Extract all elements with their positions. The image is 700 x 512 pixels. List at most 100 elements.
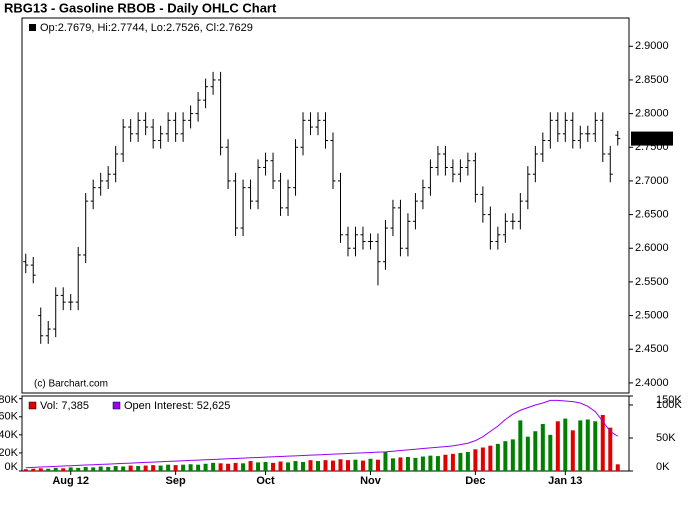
volume-bar <box>420 456 425 471</box>
y2-tick-label: 150K <box>656 394 682 406</box>
y-tick-label: 2.6000 <box>635 242 669 254</box>
x-tick-label: Jan 13 <box>548 475 582 487</box>
volume-bar <box>278 461 283 471</box>
volume-bar <box>211 462 216 471</box>
volume-bar <box>248 461 253 471</box>
volume-bar <box>428 455 433 471</box>
volume-bar <box>316 461 321 471</box>
open-interest-line <box>25 399 619 469</box>
x-tick-label: Dec <box>465 475 485 487</box>
y-tick-label: 80K <box>0 394 19 406</box>
volume-bar <box>226 463 231 471</box>
volume-bar <box>488 445 493 471</box>
x-tick-label: Sep <box>166 475 186 487</box>
volume-bar <box>563 418 568 471</box>
y-tick-label: 20K <box>0 447 19 459</box>
legend-label: Open Interest: 52,625 <box>124 400 230 412</box>
y2-tick-label: 0K <box>656 461 670 473</box>
y-tick-label: 2.6500 <box>635 208 669 220</box>
y-tick-label: 2.8500 <box>635 74 669 86</box>
y-tick-label: 2.4500 <box>635 343 669 355</box>
x-tick-label: Oct <box>256 475 275 487</box>
volume-bar <box>413 457 418 471</box>
volume-bar <box>555 421 560 471</box>
volume-bar <box>301 461 306 471</box>
volume-bar <box>241 463 246 471</box>
volume-bar <box>233 462 238 471</box>
volume-bar <box>83 466 88 471</box>
volume-bar <box>533 431 538 471</box>
volume-bar <box>548 434 553 471</box>
volume-bar <box>143 465 148 471</box>
volume-bar <box>330 460 335 471</box>
volume-bar <box>458 452 463 471</box>
x-tick-label: Aug 12 <box>52 475 89 487</box>
volume-bar <box>308 460 313 471</box>
volume-bar <box>510 439 515 471</box>
volume-bar <box>608 427 613 471</box>
volume-bar <box>615 464 620 471</box>
volume-bar <box>91 467 96 471</box>
volume-bar <box>345 460 350 471</box>
volume-bar <box>98 466 103 471</box>
volume-bar <box>218 463 223 471</box>
volume-bar <box>113 466 118 471</box>
volume-bar <box>38 468 43 471</box>
volume-bar <box>286 462 291 471</box>
volume-bar <box>405 456 410 471</box>
last-price-label: 2.7629 <box>634 132 668 144</box>
y-tick-label: 2.5500 <box>635 276 669 288</box>
y-tick-label: 0K <box>5 461 19 473</box>
volume-bar <box>465 452 470 471</box>
y-tick-label: 2.4000 <box>635 377 669 389</box>
volume-bar <box>106 466 111 471</box>
last-price-box <box>631 131 673 146</box>
volume-bar <box>166 464 171 471</box>
volume-bar <box>76 467 81 471</box>
copyright: (c) Barchart.com <box>34 379 108 390</box>
volume-bar <box>585 419 590 471</box>
y-tick-label: 2.8000 <box>635 108 669 120</box>
legend-label: Vol: 7,385 <box>40 400 89 412</box>
volume-bar <box>158 465 163 471</box>
volume-bar <box>368 458 373 471</box>
volume-bar <box>593 421 598 471</box>
volume-bar <box>173 465 178 471</box>
volume-bar <box>293 461 298 471</box>
volume-bar <box>136 466 141 471</box>
volume-bar <box>188 464 193 471</box>
y-tick-label: 60K <box>0 411 19 423</box>
volume-bar <box>181 464 186 471</box>
y2-tick-label: 100K <box>656 399 682 411</box>
volume-bar <box>353 459 358 471</box>
volume-bar <box>323 460 328 471</box>
volume-bar <box>23 469 28 471</box>
volume-bar <box>518 420 523 471</box>
volume-bar <box>375 459 380 471</box>
y-tick-label: 2.9000 <box>635 40 669 52</box>
volume-bar <box>196 464 201 471</box>
volume-bar <box>31 468 36 471</box>
y-tick-label: 40K <box>0 429 19 441</box>
legend-swatch <box>112 401 121 410</box>
y2-tick-label: 50K <box>656 432 676 444</box>
volume-bar <box>151 465 156 471</box>
volume-bar <box>271 462 276 471</box>
volume-bar <box>503 441 508 471</box>
volume-bar <box>525 436 530 471</box>
volume-bar <box>53 467 58 471</box>
volume-bar <box>390 458 395 471</box>
x-tick-label: Nov <box>360 475 382 487</box>
chart-title: RBG13 - Gasoline RBOB - Daily OHLC Chart <box>4 0 277 15</box>
volume-bar <box>128 465 133 471</box>
volume-bar <box>383 452 388 471</box>
volume-bar <box>46 468 51 471</box>
volume-bar <box>570 430 575 471</box>
volume-bar <box>495 443 500 471</box>
volume-bar <box>68 467 73 471</box>
y-tick-label: 2.7000 <box>635 175 669 187</box>
volume-bar <box>600 414 605 471</box>
legend-swatch <box>29 24 36 31</box>
volume-bar <box>398 457 403 471</box>
